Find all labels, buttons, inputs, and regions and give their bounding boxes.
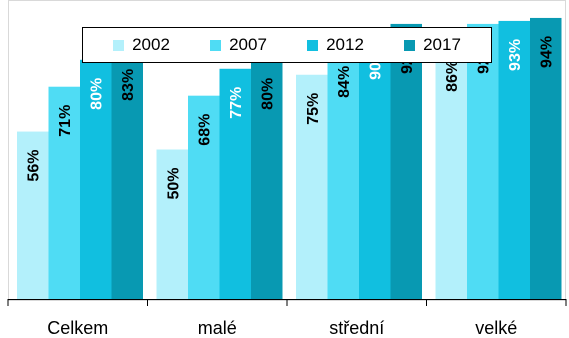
legend-swatch bbox=[113, 39, 125, 51]
data-label-2017-velké: 94% bbox=[539, 36, 556, 68]
bar-2002-malé bbox=[156, 149, 188, 299]
bar-2007-velké bbox=[467, 23, 499, 299]
data-label-2012-velké: 93% bbox=[507, 39, 524, 71]
legend-label: 2007 bbox=[229, 35, 267, 54]
bar-2002-střední bbox=[296, 74, 328, 299]
bar-2012-malé bbox=[219, 68, 251, 300]
bar-2002-Celkem bbox=[17, 131, 49, 299]
bar-2007-Celkem bbox=[48, 86, 80, 300]
legend-swatch bbox=[210, 39, 222, 51]
legend-label: 2017 bbox=[423, 35, 461, 54]
bar-2017-Celkem bbox=[111, 50, 143, 299]
x-tick-label: malé bbox=[198, 318, 237, 338]
data-label-2002-Celkem: 56% bbox=[26, 150, 43, 182]
data-label-2007-střední: 84% bbox=[336, 66, 353, 98]
legend-item-2012: 2012 bbox=[307, 35, 364, 55]
legend-label: 2002 bbox=[132, 35, 170, 54]
bar-2012-Celkem bbox=[80, 59, 112, 299]
legend-item-2002: 2002 bbox=[113, 35, 170, 55]
bar-2017-velké bbox=[530, 17, 562, 299]
bar-2007-malé bbox=[188, 95, 220, 300]
legend-item-2017: 2017 bbox=[404, 35, 461, 55]
legend: 2002 2007 2012 2017 bbox=[82, 27, 492, 63]
legend-label: 2012 bbox=[326, 35, 364, 54]
legend-swatch bbox=[404, 39, 416, 51]
bar-2017-malé bbox=[251, 59, 283, 299]
bar-2007-střední bbox=[327, 47, 359, 300]
data-label-2002-malé: 50% bbox=[165, 167, 182, 199]
bar-2017-střední bbox=[390, 23, 422, 299]
data-label-2002-velké: 86% bbox=[444, 60, 461, 92]
data-label-2017-malé: 80% bbox=[260, 78, 277, 110]
data-label-2002-střední: 75% bbox=[305, 93, 322, 125]
legend-swatch bbox=[307, 39, 319, 51]
bar-2012-velké bbox=[498, 20, 530, 300]
bar-2002-velké bbox=[435, 41, 467, 300]
bar-2012-střední bbox=[359, 29, 391, 300]
data-label-2007-malé: 68% bbox=[197, 114, 214, 146]
x-tick-label: Celkem bbox=[47, 318, 108, 338]
data-label-2012-malé: 77% bbox=[228, 87, 245, 119]
x-tick-label: velké bbox=[475, 318, 517, 338]
x-tick-label: střední bbox=[329, 318, 384, 338]
data-label-2007-Celkem: 71% bbox=[57, 105, 74, 137]
data-label-2012-Celkem: 80% bbox=[89, 78, 106, 110]
legend-item-2007: 2007 bbox=[210, 35, 267, 55]
data-label-2017-Celkem: 83% bbox=[120, 69, 137, 101]
